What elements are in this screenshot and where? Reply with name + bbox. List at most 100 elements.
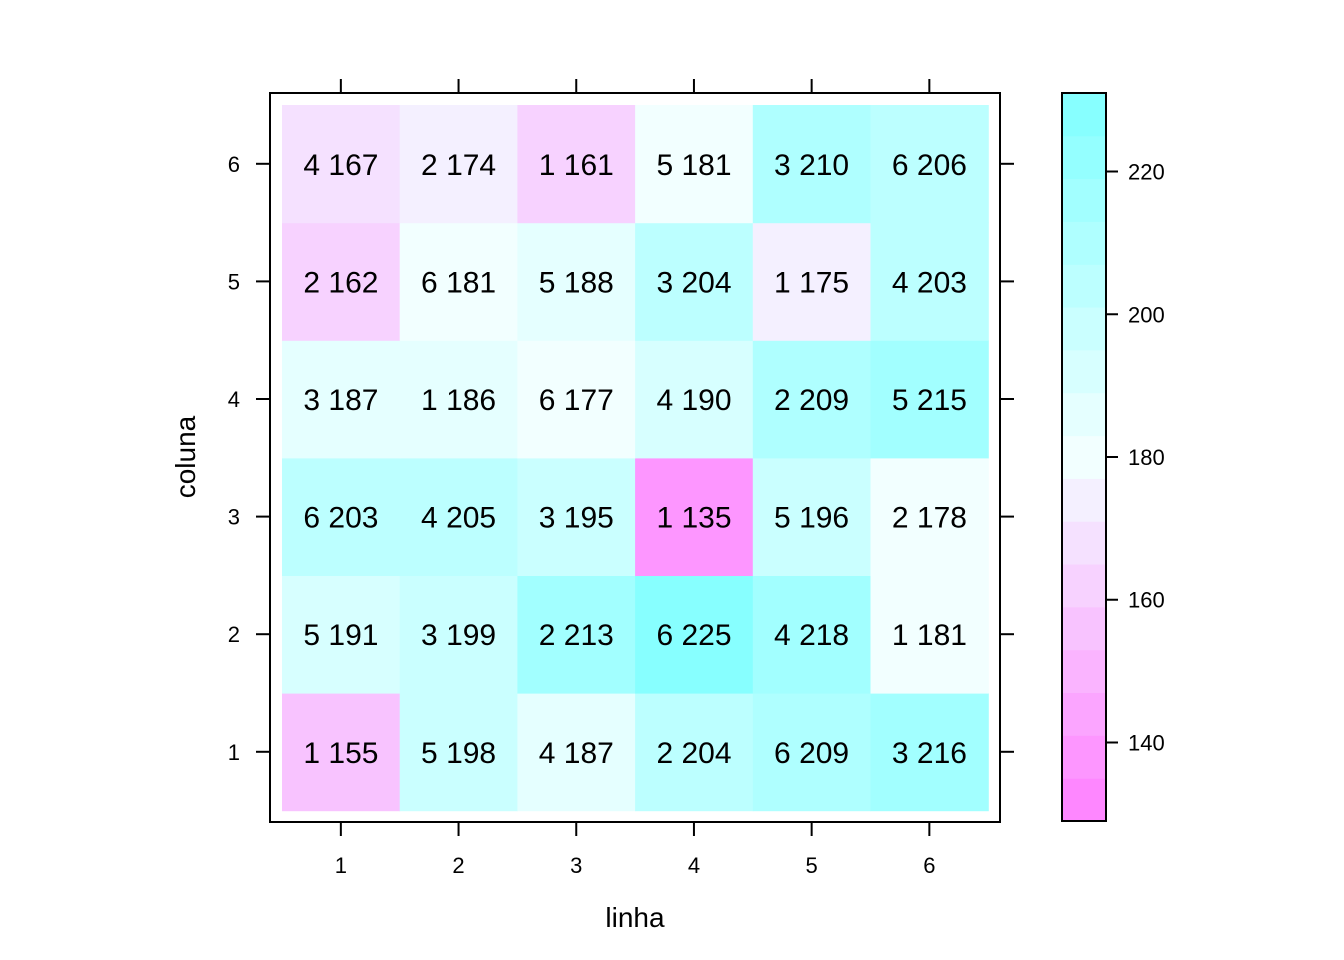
heatmap-cell (752, 105, 872, 224)
y-axis-title: coluna (170, 415, 201, 498)
cell-value-label: 1 181 (892, 619, 967, 652)
colorbar-bin (1062, 307, 1106, 351)
cell-value-label: 2 213 (539, 619, 614, 652)
cell-value-label: 1 135 (656, 502, 731, 535)
colorbar-bin (1062, 478, 1106, 522)
cell-value-label: 3 204 (656, 266, 731, 299)
colorbar-bin (1062, 392, 1106, 437)
cell-value-label: 3 210 (774, 149, 849, 182)
cell-value-label: 3 216 (892, 737, 967, 770)
heatmap-cell (635, 457, 754, 576)
colorbar: 140 160 180 200 220 (1061, 92, 1165, 822)
heatmap-cell (635, 340, 754, 459)
colorbar-bin (1062, 93, 1106, 137)
heatmap-cell (517, 340, 636, 459)
cell-value-label: 1 186 (421, 384, 496, 417)
heatmap-cell (635, 693, 754, 812)
cell-value-label: 4 218 (774, 619, 849, 652)
cell-value-label: 1 155 (303, 737, 378, 770)
cell-value-label: 2 204 (656, 737, 731, 770)
x-tick-label: 2 (452, 853, 464, 878)
cell-value-label: 4 190 (656, 384, 731, 417)
cell-value-label: 1 175 (774, 266, 849, 299)
heatmap-cell (752, 340, 872, 459)
heatmap-cell (752, 575, 872, 694)
heatmap-cell (517, 575, 636, 694)
heatmap-cell (282, 105, 401, 224)
cell-value-label: 5 181 (656, 149, 731, 182)
cell-value-label: 5 188 (539, 266, 614, 299)
x-axis-title: linha (605, 902, 665, 933)
colorbar-bin (1062, 564, 1106, 608)
cell-value-label: 4 167 (303, 149, 378, 182)
x-tick-label: 4 (688, 853, 700, 878)
heatmap-cell (399, 457, 518, 576)
heatmap-cell (399, 693, 518, 812)
x-tick-label: 5 (806, 853, 818, 878)
heatmap-cell (282, 693, 401, 812)
cell-value-label: 6 225 (656, 619, 731, 652)
colorbar-tick-label: 140 (1128, 730, 1165, 755)
colorbar-tick-label: 180 (1128, 445, 1165, 470)
heatmap-cell (517, 105, 636, 224)
heatmap-cell (282, 222, 401, 341)
colorbar-bin (1062, 349, 1106, 394)
colorbar-bin (1062, 264, 1106, 308)
heatmap-cell (752, 693, 872, 812)
heatmap-cell (399, 575, 518, 694)
colorbar-tick-label: 160 (1128, 588, 1165, 613)
heatmap-cell (635, 222, 754, 341)
x-tick-label: 3 (570, 853, 582, 878)
heatmap-cell (752, 457, 872, 576)
heatmap-cells (282, 105, 989, 812)
heatmap-cell (517, 222, 636, 341)
cell-value-label: 3 195 (539, 502, 614, 535)
cell-value-label: 3 187 (303, 384, 378, 417)
heatmap-cell (870, 340, 989, 459)
heatmap-cell (752, 222, 872, 341)
colorbar-bin (1062, 606, 1106, 651)
cell-value-label: 6 209 (774, 737, 849, 770)
colorbar-bin (1062, 221, 1106, 265)
heatmap-cell (399, 340, 518, 459)
y-tick-label: 5 (228, 269, 240, 294)
axes: 1 2 3 4 5 6 1 2 3 4 5 6 (228, 79, 1014, 878)
colorbar-tick-label: 220 (1128, 160, 1165, 185)
colorbar-bin (1062, 435, 1106, 479)
heatmap-cell (870, 222, 989, 341)
colorbar-bin (1062, 649, 1106, 693)
cell-value-label: 6 206 (892, 149, 967, 182)
x-tick-label: 1 (335, 853, 347, 878)
cell-labels: 1 155 5 198 4 187 2 204 6 209 3 216 5 191 3 199… (303, 149, 967, 770)
y-tick-label: 4 (228, 387, 240, 412)
heatmap-cell (870, 575, 989, 694)
y-tick-label: 3 (228, 505, 240, 530)
heatmap-cell (399, 105, 518, 224)
cell-value-label: 2 162 (303, 266, 378, 299)
heatmap-cell (282, 575, 401, 694)
heatmap-cell (517, 693, 636, 812)
plot-frame (269, 92, 1001, 823)
cell-value-label: 4 203 (892, 266, 967, 299)
y-tick-label: 1 (228, 740, 240, 765)
colorbar-tick-label: 200 (1128, 302, 1165, 327)
cell-value-label: 6 181 (421, 266, 496, 299)
heatmap-cell (282, 340, 401, 459)
heatmap-cell (399, 222, 518, 341)
colorbar-bin (1062, 735, 1106, 779)
y-tick-label: 2 (228, 622, 240, 647)
cell-value-label: 1 161 (539, 149, 614, 182)
colorbar-bin (1062, 521, 1106, 565)
cell-value-label: 5 215 (892, 384, 967, 417)
cell-value-label: 2 178 (892, 502, 967, 535)
cell-value-label: 2 174 (421, 149, 496, 182)
cell-value-label: 6 203 (303, 502, 378, 535)
cell-value-label: 6 177 (539, 384, 614, 417)
colorbar-bin (1062, 135, 1106, 180)
colorbar-bin (1062, 178, 1106, 222)
cell-value-label: 4 187 (539, 737, 614, 770)
y-tick-label: 6 (228, 152, 240, 177)
heatmap-cell (517, 457, 636, 576)
heatmap-cell (870, 457, 989, 576)
